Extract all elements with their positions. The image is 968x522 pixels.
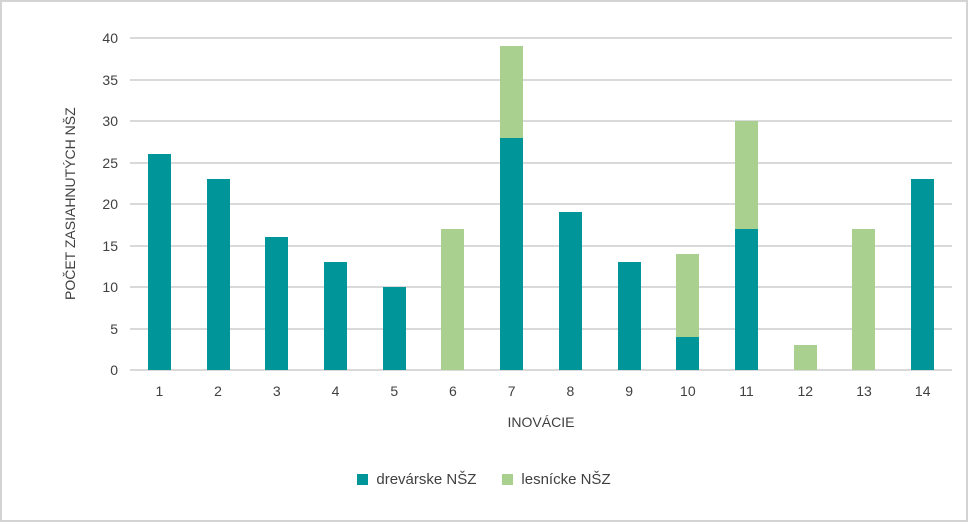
bar-14 xyxy=(911,179,935,370)
bar-10-segment-lesnícke xyxy=(676,253,700,337)
x-tick-label-8: 8 xyxy=(566,383,575,399)
y-tick-label-25: 25 xyxy=(102,154,118,171)
bar-14-segment-drevárske xyxy=(911,179,935,370)
x-tick-label-9: 9 xyxy=(625,383,633,399)
bar-3-segment-drevárske xyxy=(265,237,289,370)
bar-6-segment-lesnícke xyxy=(441,228,465,370)
bar-4 xyxy=(324,262,347,370)
y-tick-label-20: 20 xyxy=(102,196,118,212)
y-tick-label-35: 35 xyxy=(102,71,118,88)
bar-11-segment-drevárske xyxy=(735,228,758,370)
bar-1 xyxy=(147,154,171,370)
bar-10-segment-drevárske xyxy=(676,336,700,370)
gridline-y15 xyxy=(130,244,952,247)
legend-label: drevárske NŠZ xyxy=(376,471,477,488)
bar-5 xyxy=(382,287,406,370)
x-tick-label-5: 5 xyxy=(390,383,399,399)
chart-legend: drevárske NŠZ lesnícke NŠZ xyxy=(0,471,968,488)
y-axis-tick-labels: 0 5 10 15 20 25 30 35 40 xyxy=(0,30,118,378)
bar-1-segment-drevárske xyxy=(147,154,171,370)
legend-item-lesnícke: lesnícke NŠZ xyxy=(502,471,611,488)
bar-8 xyxy=(558,212,582,370)
legend-swatch-icon xyxy=(357,474,369,485)
bar-9 xyxy=(617,262,641,370)
bar-2-segment-drevárske xyxy=(206,179,230,370)
y-tick-label-5: 5 xyxy=(110,320,118,337)
x-tick-label-3: 3 xyxy=(272,383,281,399)
gridline-y30 xyxy=(130,120,952,122)
bar-11-segment-lesnícke xyxy=(735,121,758,229)
y-tick-label-0: 0 xyxy=(110,362,118,378)
x-axis-tick-labels: 1 2 3 4 5 6 7 8 9 10 11 12 13 14 xyxy=(130,383,952,399)
gridline-y20 xyxy=(130,203,952,205)
legend-item-drevárske: drevárske NŠZ xyxy=(357,471,476,488)
gridline-y35 xyxy=(130,78,952,81)
x-tick-label-12: 12 xyxy=(797,383,814,399)
legend-swatch-icon xyxy=(502,474,514,485)
bar-5-segment-drevárske xyxy=(382,287,406,370)
bar-13-segment-lesnícke xyxy=(852,228,876,370)
plot-area xyxy=(130,37,952,371)
bar-7-segment-lesnícke xyxy=(500,46,524,138)
bar-9-segment-drevárske xyxy=(617,262,641,370)
gridline-y10 xyxy=(130,286,952,288)
x-tick-label-4: 4 xyxy=(331,383,340,399)
bar-11 xyxy=(735,121,758,370)
bar-12-segment-lesnícke xyxy=(793,345,817,370)
x-axis-title: INOVÁCIE xyxy=(507,414,575,430)
bar-10 xyxy=(676,253,700,370)
y-tick-label-10: 10 xyxy=(102,279,118,295)
bar-6 xyxy=(441,228,465,370)
y-tick-label-15: 15 xyxy=(102,237,118,254)
x-tick-label-1: 1 xyxy=(155,383,164,399)
y-tick-label-30: 30 xyxy=(102,113,118,129)
bar-13 xyxy=(852,228,876,370)
y-tick-label-40: 40 xyxy=(102,30,118,46)
gridline-y25 xyxy=(130,161,952,164)
bar-7 xyxy=(500,46,524,370)
x-tick-label-14: 14 xyxy=(914,383,931,399)
gridline-y0 xyxy=(130,369,952,371)
x-tick-label-7: 7 xyxy=(507,383,516,399)
gridline-y40 xyxy=(130,37,952,39)
x-tick-label-11: 11 xyxy=(739,383,754,399)
x-tick-label-10: 10 xyxy=(680,383,696,399)
bar-12 xyxy=(793,345,817,370)
x-tick-label-6: 6 xyxy=(449,383,457,399)
gridline-y5 xyxy=(130,327,952,330)
bar-3 xyxy=(265,237,289,370)
x-tick-label-13: 13 xyxy=(856,383,872,399)
bar-4-segment-drevárske xyxy=(324,262,347,370)
bar-2 xyxy=(206,179,230,370)
bar-8-segment-drevárske xyxy=(558,212,582,370)
x-tick-label-2: 2 xyxy=(214,383,222,399)
bar-7-segment-drevárske xyxy=(500,137,524,370)
legend-label: lesnícke NŠZ xyxy=(521,471,611,488)
